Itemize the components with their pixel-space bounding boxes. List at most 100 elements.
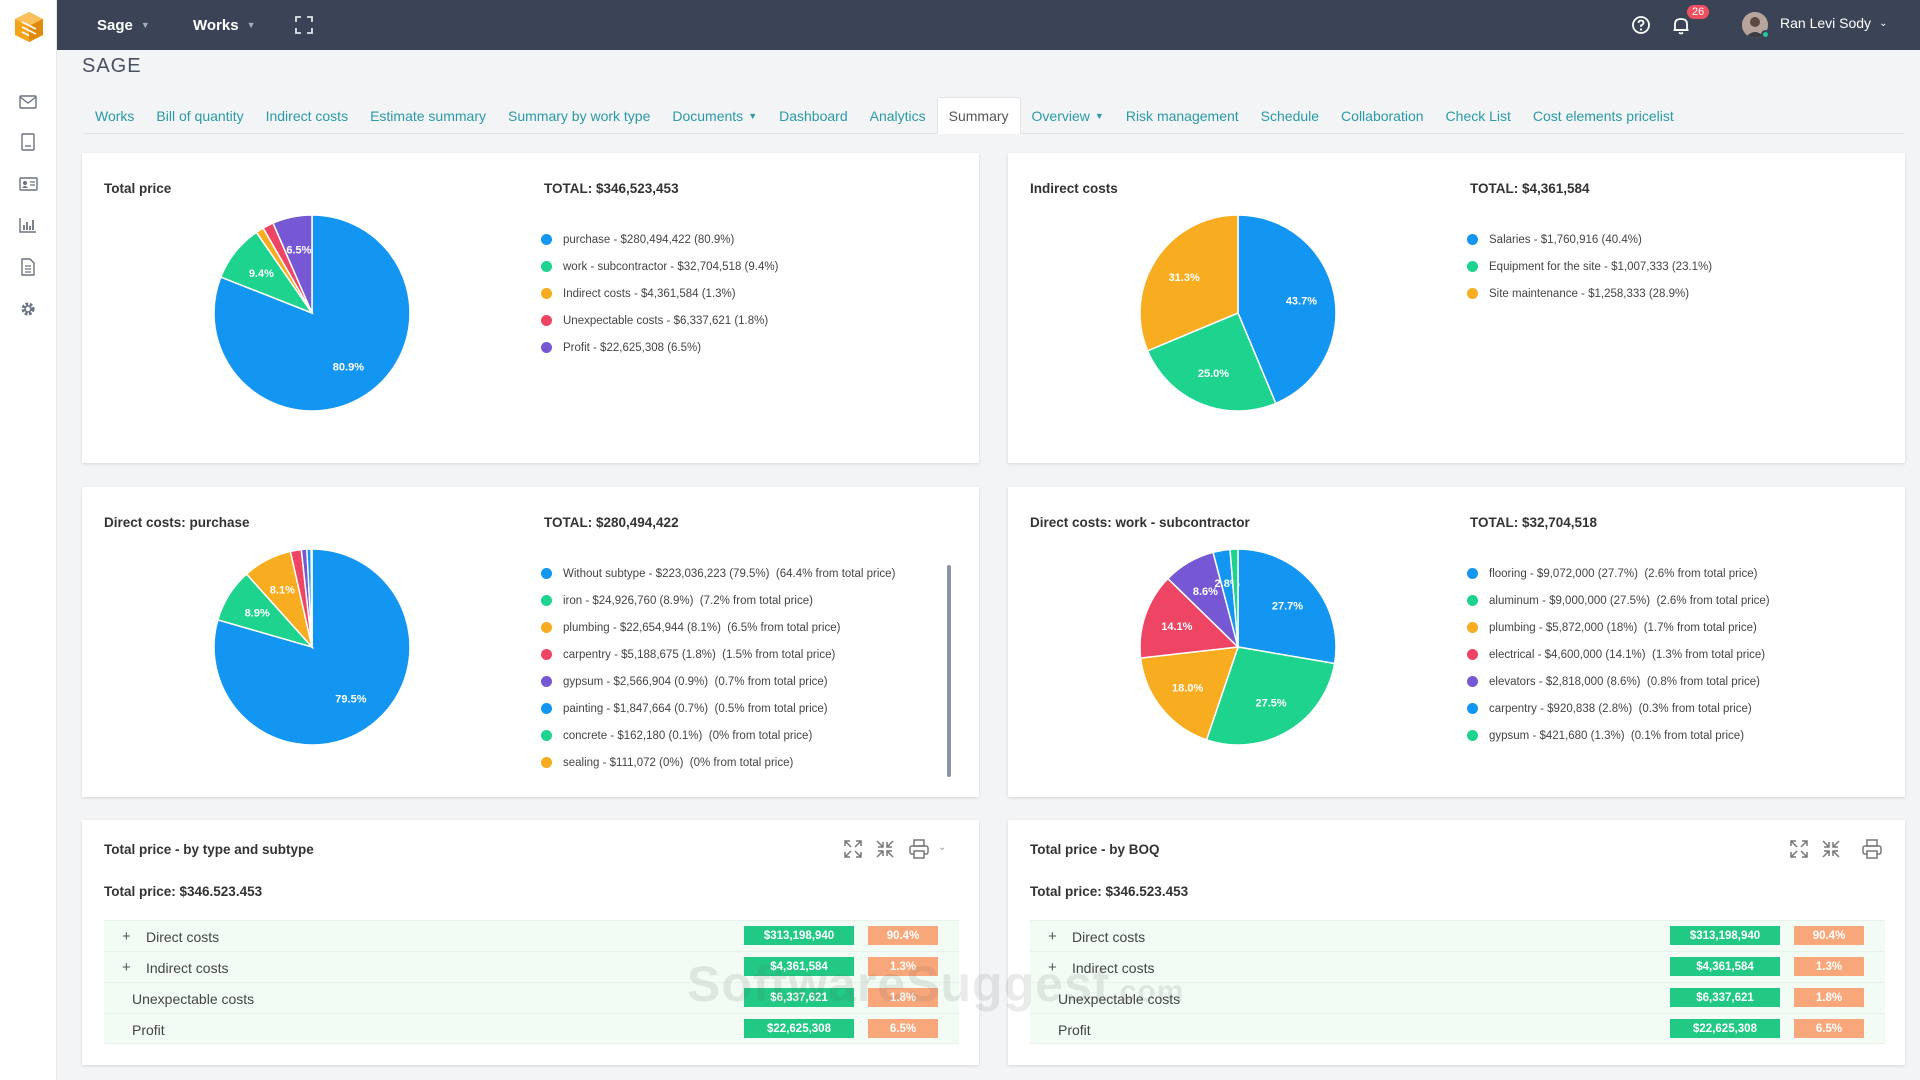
- legend-item[interactable]: purchase - $280,494,422 (80.9%): [541, 233, 778, 260]
- legend-item[interactable]: Equipment for the site - $1,007,333 (23.…: [1467, 260, 1712, 287]
- legend-item[interactable]: Unexpectable costs - $6,337,621 (1.8%): [541, 314, 778, 341]
- card-direct-costs-subcontractor: Direct costs: work - subcontractor TOTAL…: [1008, 487, 1905, 797]
- legend-item[interactable]: Without subtype - $223,036,223 (79.5%) (…: [541, 567, 895, 594]
- tab-bill-of-quantity[interactable]: Bill of quantity: [145, 97, 254, 134]
- document-icon[interactable]: [17, 131, 39, 153]
- row-value-badge: $6,337,621: [1670, 988, 1780, 1007]
- legend-item[interactable]: concrete - $162,180 (0.1%) (0% from tota…: [541, 729, 895, 756]
- legend-scrollbar[interactable]: [947, 565, 951, 777]
- tab-summary[interactable]: Summary: [936, 97, 1021, 134]
- print-icon[interactable]: [1861, 838, 1883, 860]
- pie-slice[interactable]: [1139, 646, 1240, 741]
- sidebar: [0, 0, 57, 1080]
- tab-overview[interactable]: Overview ▼: [1021, 97, 1115, 134]
- legend-item[interactable]: Indirect costs - $4,361,584 (1.3%): [541, 287, 778, 314]
- row-label: Unexpectable costs: [132, 991, 255, 1007]
- legend-item[interactable]: work - subcontractor - $32,704,518 (9.4%…: [541, 260, 778, 287]
- legend-color-dot: [541, 261, 552, 272]
- id-card-icon[interactable]: [17, 173, 39, 195]
- collapse-all-icon[interactable]: [1820, 838, 1842, 860]
- tab-check-list[interactable]: Check List: [1435, 97, 1522, 134]
- app-logo[interactable]: [13, 10, 45, 44]
- pie-slice[interactable]: [1229, 548, 1239, 648]
- legend-item[interactable]: painting - $1,847,664 (0.7%) (0.5% from …: [541, 702, 895, 729]
- pie-slice[interactable]: [1139, 577, 1240, 659]
- legend-item[interactable]: carpentry - $920,838 (2.8%) (0.3% from t…: [1467, 702, 1770, 729]
- legend-item[interactable]: Salaries - $1,760,916 (40.4%): [1467, 233, 1712, 260]
- legend-item[interactable]: plumbing - $5,872,000 (18%) (1.7% from t…: [1467, 621, 1770, 648]
- row-value-badge: $6,337,621: [744, 988, 854, 1007]
- pie-slice-label: 8.6%: [1193, 586, 1218, 598]
- legend-color-dot: [1467, 622, 1478, 633]
- pie-slice-label: 79.5%: [335, 694, 366, 706]
- legend-item[interactable]: plumbing - $22,654,944 (8.1%) (6.5% from…: [541, 621, 895, 648]
- collapse-all-icon[interactable]: [874, 838, 896, 860]
- gear-icon[interactable]: [17, 298, 39, 320]
- expand-plus-icon[interactable]: +: [122, 928, 131, 945]
- tab-schedule[interactable]: Schedule: [1250, 97, 1330, 134]
- tab-indirect-costs[interactable]: Indirect costs: [255, 97, 359, 134]
- tab-estimate-summary[interactable]: Estimate summary: [359, 97, 497, 134]
- works-menu[interactable]: Works ▼: [193, 0, 256, 50]
- tab-summary-by-work-type[interactable]: Summary by work type: [497, 97, 661, 134]
- tab-collaboration[interactable]: Collaboration: [1330, 97, 1435, 134]
- legend-label: gypsum - $421,680 (1.3%) (0.1% from tota…: [1489, 730, 1745, 742]
- file-text-icon[interactable]: [17, 256, 39, 278]
- legend-item[interactable]: gypsum - $2,566,904 (0.9%) (0.7% from to…: [541, 675, 895, 702]
- legend-item[interactable]: aluminum - $9,000,000 (27.5%) (2.6% from…: [1467, 594, 1770, 621]
- legend-item[interactable]: gypsum - $421,680 (1.3%) (0.1% from tota…: [1467, 729, 1770, 756]
- pie-slice[interactable]: [272, 214, 313, 314]
- legend-item[interactable]: Site maintenance - $1,258,333 (28.9%): [1467, 287, 1712, 314]
- legend-item[interactable]: elevators - $2,818,000 (8.6%) (0.8% from…: [1467, 675, 1770, 702]
- tab-analytics[interactable]: Analytics: [859, 97, 937, 134]
- online-status-dot: [1761, 30, 1770, 39]
- tab-works[interactable]: Works: [84, 97, 145, 134]
- legend-item[interactable]: electrical - $4,600,000 (14.1%) (1.3% fr…: [1467, 648, 1770, 675]
- tab-label: Bill of quantity: [156, 107, 244, 124]
- user-menu[interactable]: Ran Levi Sody ⌄: [1780, 0, 1887, 46]
- legend-item[interactable]: flooring - $9,072,000 (27.7%) (2.6% from…: [1467, 567, 1770, 594]
- mail-icon[interactable]: [17, 91, 39, 113]
- legend-item[interactable]: Profit - $22,625,308 (6.5%): [541, 341, 778, 368]
- expand-plus-icon[interactable]: +: [1048, 928, 1057, 945]
- chevron-down-icon: ▼: [1094, 110, 1104, 121]
- table-row[interactable]: + Indirect costs $4,361,584 1.3%: [104, 951, 959, 982]
- sage-menu[interactable]: Sage ▼: [97, 0, 150, 50]
- pie-slice[interactable]: [1205, 646, 1336, 746]
- bell-icon[interactable]: [1669, 13, 1693, 37]
- tab-risk-management[interactable]: Risk management: [1115, 97, 1250, 134]
- legend-item[interactable]: iron - $24,926,760 (8.9%) (7.2% from tot…: [541, 594, 895, 621]
- pie-slice[interactable]: [1237, 214, 1337, 405]
- legend-item[interactable]: sealing - $111,072 (0%) (0% from total p…: [541, 756, 895, 783]
- pie-slice[interactable]: [1139, 214, 1239, 352]
- legend-label: electrical - $4,600,000 (14.1%) (1.3% fr…: [1489, 649, 1766, 661]
- tab-label: Check List: [1445, 107, 1511, 124]
- card-total: TOTAL: $346,523,453: [544, 181, 679, 196]
- table-row[interactable]: + Indirect costs $4,361,584 1.3%: [1030, 951, 1885, 982]
- card-total-by-boq: Total price - by BOQ Total price: $346.5…: [1008, 820, 1905, 1065]
- tab-documents[interactable]: Documents ▼: [661, 97, 768, 134]
- expand-icon[interactable]: [294, 15, 314, 35]
- tab-label: Works: [95, 107, 135, 124]
- pie-slice-label: 8.1%: [270, 585, 295, 597]
- help-icon[interactable]: [1629, 13, 1653, 37]
- table-row[interactable]: + Direct costs $313,198,940 90.4%: [1030, 920, 1885, 951]
- print-icon[interactable]: [908, 838, 930, 860]
- row-percent-badge: 90.4%: [1794, 926, 1864, 945]
- table-row[interactable]: + Direct costs $313,198,940 90.4%: [104, 920, 959, 951]
- expand-all-icon[interactable]: [842, 838, 864, 860]
- expand-plus-icon[interactable]: +: [122, 959, 131, 976]
- expand-all-icon[interactable]: [1788, 838, 1810, 860]
- expand-plus-icon[interactable]: +: [1048, 959, 1057, 976]
- legend-label: iron - $24,926,760 (8.9%) (7.2% from tot…: [563, 595, 813, 607]
- user-name-label: Ran Levi Sody: [1780, 15, 1872, 31]
- tab-dashboard[interactable]: Dashboard: [768, 97, 859, 134]
- legend-color-dot: [541, 757, 552, 768]
- pie-slice[interactable]: [1237, 548, 1337, 665]
- row-value-badge: $313,198,940: [744, 926, 854, 945]
- tab-cost-elements-pricelist[interactable]: Cost elements pricelist: [1522, 97, 1685, 134]
- card-title: Total price - by BOQ: [1030, 842, 1160, 857]
- chevron-down-icon[interactable]: ⌄: [938, 842, 947, 853]
- legend-item[interactable]: carpentry - $5,188,675 (1.8%) (1.5% from…: [541, 648, 895, 675]
- bar-chart-icon[interactable]: [17, 214, 39, 236]
